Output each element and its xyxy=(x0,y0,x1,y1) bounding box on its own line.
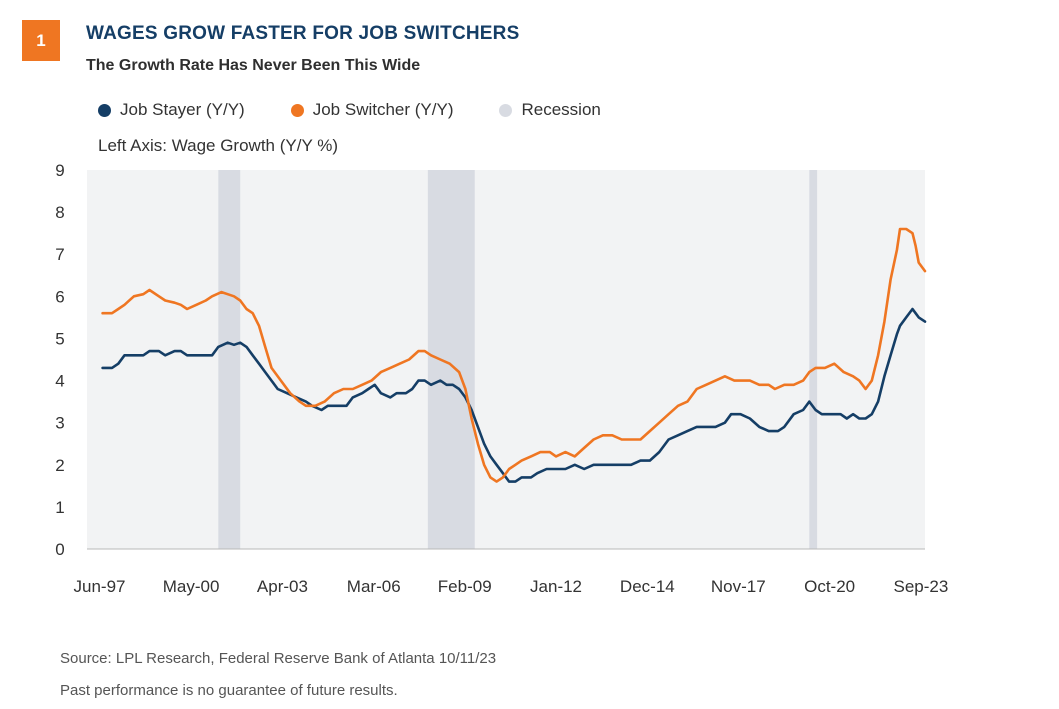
figure-number-badge: 1 xyxy=(22,20,60,61)
recession-band-2 xyxy=(427,170,475,549)
legend-label-switcher: Job Switcher (Y/Y) xyxy=(312,100,454,119)
x-tick-label-2: May-00 xyxy=(163,577,220,596)
x-tick-label-4: Mar-06 xyxy=(347,577,401,596)
y-tick-label-6: 6 xyxy=(55,287,64,306)
source-note: Source: LPL Research, Federal Reserve Ba… xyxy=(60,650,497,667)
y-tick-label-2: 2 xyxy=(55,456,64,475)
x-tick-label-10: Sep-23 xyxy=(894,577,949,596)
legend-label-recession: Recession xyxy=(521,100,601,119)
legend-dot-stayer-icon xyxy=(98,103,111,117)
y-axis-title: Left Axis: Wage Growth (Y/Y %) xyxy=(98,136,338,155)
recession-band-3 xyxy=(809,170,818,549)
disclaimer-note: Past performance is no guarantee of futu… xyxy=(60,682,398,699)
y-tick-label-4: 4 xyxy=(55,372,64,391)
y-tick-label-7: 7 xyxy=(55,245,64,264)
legend-dot-switcher-icon xyxy=(290,103,304,117)
legend-item-stayer: Job Stayer (Y/Y) xyxy=(98,100,245,120)
legend-label-stayer: Job Stayer (Y/Y) xyxy=(120,100,245,119)
legend-item-recession: Recession xyxy=(499,100,601,120)
y-tick-label-9: 9 xyxy=(55,161,64,180)
x-tick-label-1: Jun-97 xyxy=(74,577,126,596)
y-tick-label-3: 3 xyxy=(55,414,64,433)
y-tick-label-0: 0 xyxy=(55,540,64,559)
chart-legend: Job Stayer (Y/Y) Job Switcher (Y/Y) Rece… xyxy=(98,100,647,120)
plot-area xyxy=(87,170,925,549)
x-tick-label-6: Jan-12 xyxy=(530,577,582,596)
legend-dot-recession-icon xyxy=(499,103,513,117)
recession-band-1 xyxy=(218,170,241,549)
x-tick-label-5: Feb-09 xyxy=(438,577,492,596)
x-tick-label-8: Nov-17 xyxy=(711,577,766,596)
y-tick-label-8: 8 xyxy=(55,203,64,222)
series-line-job-stayer xyxy=(101,307,927,483)
legend-item-switcher: Job Switcher (Y/Y) xyxy=(290,100,454,120)
y-tick-label-1: 1 xyxy=(55,498,64,517)
x-tick-label-7: Dec-14 xyxy=(620,577,675,596)
chart-subtitle: The Growth Rate Has Never Been This Wide xyxy=(86,57,421,74)
x-tick-label-9: Oct-20 xyxy=(804,577,855,596)
y-tick-label-5: 5 xyxy=(55,329,64,348)
series-line-job-switcher xyxy=(101,227,927,483)
x-tick-label-3: Apr-03 xyxy=(257,577,308,596)
chart-title: WAGES GROW FASTER FOR JOB SWITCHERS xyxy=(86,23,520,44)
